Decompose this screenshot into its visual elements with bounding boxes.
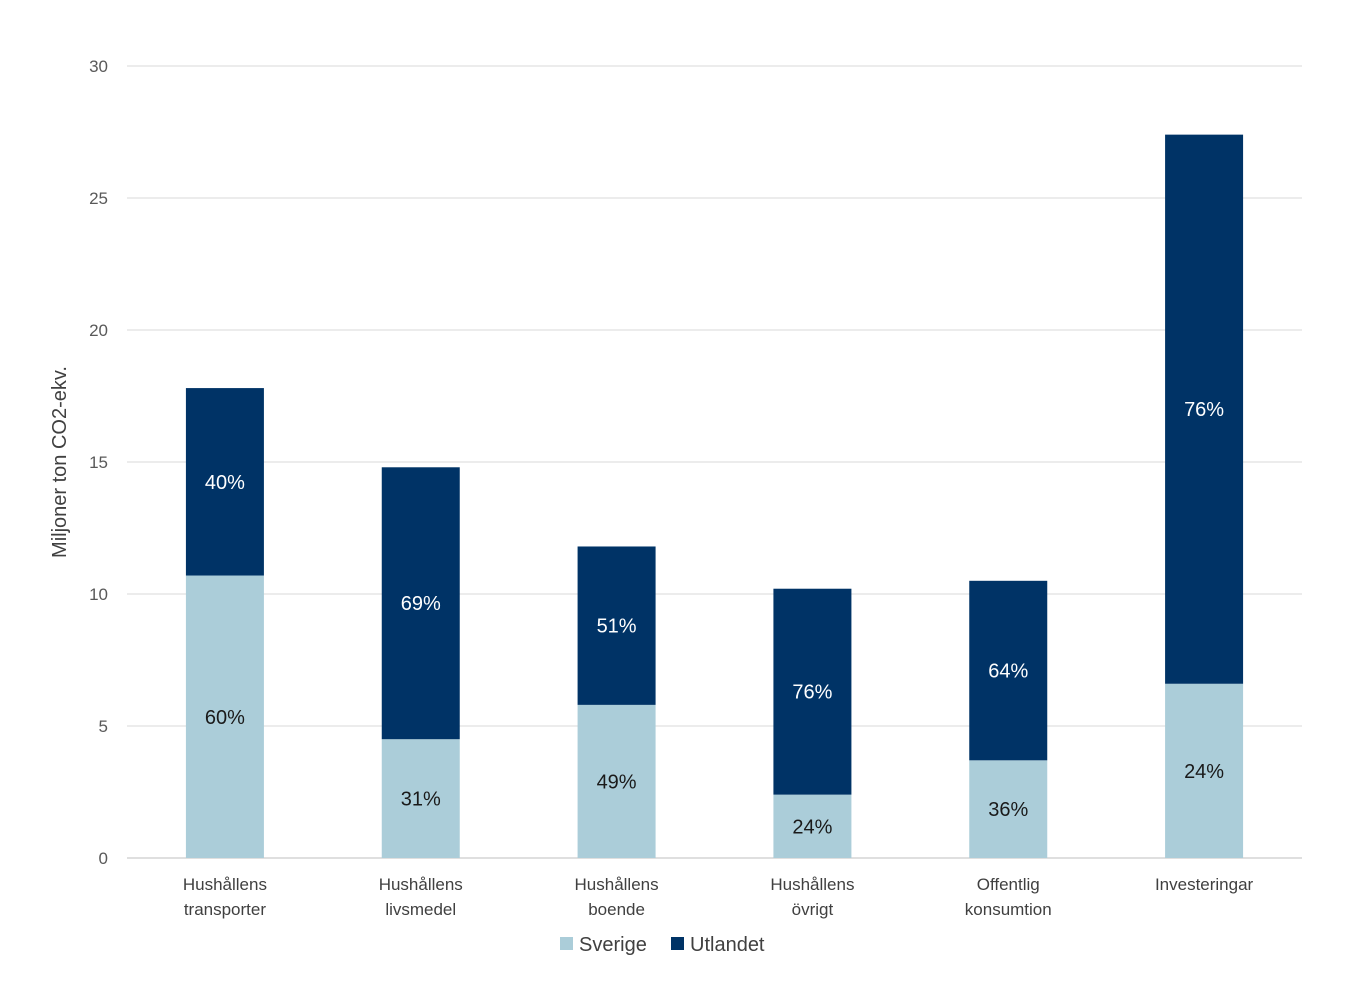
bar-segment-utlandet xyxy=(773,588,852,795)
x-category-label: Hushållens boende xyxy=(575,875,659,919)
x-axis-categories: Hushållens transporter Hushållens livsmedel… xyxy=(183,875,1254,919)
bar-segment-sverige xyxy=(577,704,656,858)
bar-segment-sverige xyxy=(381,739,460,858)
y-tick-label: 25 xyxy=(89,189,108,208)
bar-segment-utlandet xyxy=(577,546,656,705)
data-label: 76% xyxy=(792,682,832,704)
data-label: 64% xyxy=(988,661,1028,683)
x-category-label: Offentlig konsumtion xyxy=(965,875,1052,919)
y-axis-ticks: 0 5 10 15 20 25 30 xyxy=(89,57,108,868)
y-tick-label: 15 xyxy=(89,453,108,472)
gridlines xyxy=(127,65,1302,859)
bar-segment-sverige xyxy=(1165,683,1244,858)
bar-segment-utlandet xyxy=(185,388,264,576)
legend-swatch-utlandet xyxy=(671,937,684,950)
data-label: 24% xyxy=(792,816,832,838)
bar-segment-sverige xyxy=(773,794,852,858)
data-label: 60% xyxy=(205,707,245,729)
y-tick-label: 10 xyxy=(89,585,108,604)
x-category-label: Hushållens livsmedel xyxy=(379,875,463,919)
data-label: 49% xyxy=(597,771,637,793)
bar-segment-sverige xyxy=(185,575,264,858)
bar-segment-utlandet xyxy=(1165,134,1244,684)
legend-label-sverige: Sverige xyxy=(579,934,647,956)
legend-swatch-sverige xyxy=(560,937,573,950)
bar-segment-utlandet xyxy=(969,580,1048,761)
legend-label-utlandet: Utlandet xyxy=(690,934,765,956)
x-category-label: Investeringar xyxy=(1155,875,1254,894)
data-label: 31% xyxy=(401,789,441,811)
y-tick-label: 20 xyxy=(89,321,108,340)
y-tick-label: 0 xyxy=(99,849,108,868)
legend: Sverige Utlandet xyxy=(560,934,765,956)
data-label: 36% xyxy=(988,799,1028,821)
data-label: 51% xyxy=(597,616,637,638)
data-label: 76% xyxy=(1184,399,1224,421)
data-label: 24% xyxy=(1184,761,1224,783)
y-tick-label: 30 xyxy=(89,57,108,76)
data-label: 40% xyxy=(205,472,245,494)
y-axis-title: Miljoner ton CO2-ekv. xyxy=(49,366,71,558)
bars: 60% 40% 31% 69% 49% 51% 24% 76% 36% 64% 24% 76% xyxy=(185,134,1244,858)
x-category-label: Hushållens övrigt xyxy=(770,875,854,919)
bar-segment-utlandet xyxy=(381,467,460,740)
data-label: 69% xyxy=(401,593,441,615)
y-tick-label: 5 xyxy=(99,717,108,736)
bar-segment-sverige xyxy=(969,760,1048,858)
x-category-label: Hushållens transporter xyxy=(183,875,267,919)
